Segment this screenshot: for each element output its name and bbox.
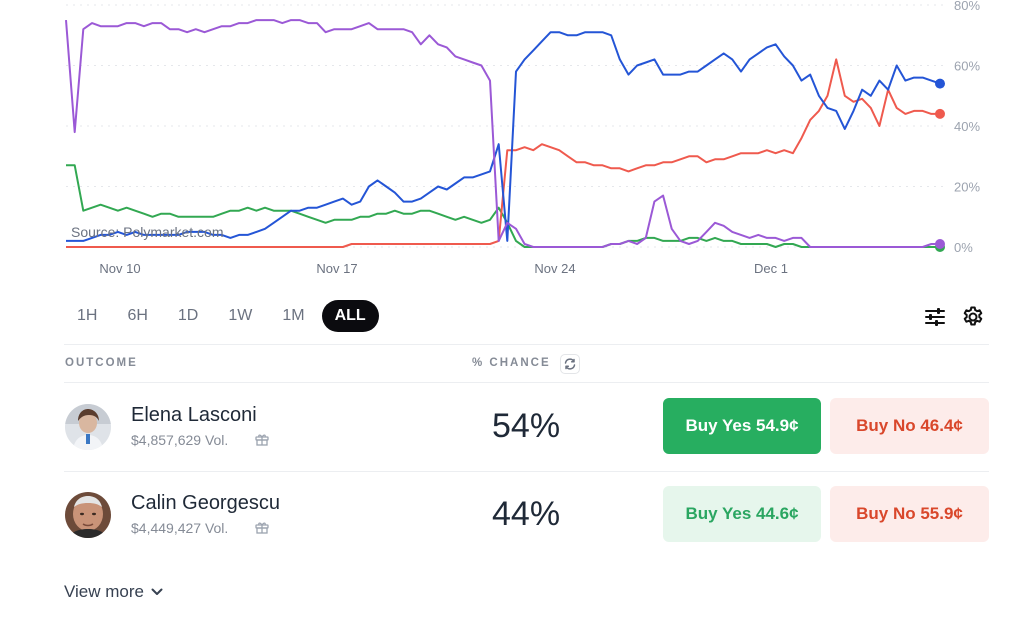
time-range-tabs: 1H 6H 1D 1W 1M ALL bbox=[64, 300, 379, 332]
buy-yes-button[interactable]: Buy Yes 54.9¢ bbox=[663, 398, 821, 454]
range-tab-1h[interactable]: 1H bbox=[77, 307, 98, 324]
x-tick-label: Nov 17 bbox=[316, 261, 357, 276]
chart-source-label: Source: Polymarket.com bbox=[71, 224, 224, 240]
buy-yes-button[interactable]: Buy Yes 44.6¢ bbox=[663, 486, 821, 542]
view-more-button[interactable]: View more bbox=[64, 580, 164, 604]
series-end-dot bbox=[935, 78, 945, 89]
y-tick-label: 0% bbox=[954, 240, 973, 255]
series-line bbox=[66, 31, 941, 242]
avatar bbox=[65, 492, 111, 538]
sliders-icon[interactable] bbox=[924, 306, 946, 328]
chevron-down-icon bbox=[151, 588, 163, 595]
buy-no-button[interactable]: Buy No 46.4¢ bbox=[830, 398, 989, 454]
candidate-volume: $4,449,427 Vol. bbox=[131, 520, 229, 536]
range-tab-1m[interactable]: 1M bbox=[282, 307, 305, 324]
range-tab-1w[interactable]: 1W bbox=[228, 307, 253, 324]
range-tab-1d[interactable]: 1D bbox=[177, 307, 199, 324]
x-tick-label: Nov 24 bbox=[534, 261, 575, 276]
range-tab-all[interactable]: ALL bbox=[321, 300, 379, 332]
outcome-column-header: OUTCOME bbox=[65, 357, 138, 369]
price-chart[interactable]: 80% 60% 40% 20% 0% Nov 10 Nov 17 Nov 24 Dec 1 S… bbox=[0, 0, 1024, 285]
y-tick-label: 40% bbox=[954, 119, 980, 134]
chart-svg: 80% 60% 40% 20% 0% Nov 10 Nov 17 Nov 24 Dec 1 S… bbox=[65, 0, 980, 276]
buy-no-button[interactable]: Buy No 55.9¢ bbox=[830, 486, 989, 542]
outcome-row-georgescu[interactable]: Calin Georgescu $4,449,427 Vol. 44% Buy … bbox=[64, 471, 989, 559]
divider bbox=[64, 471, 989, 472]
candidate-name[interactable]: Elena Lasconi bbox=[131, 404, 257, 426]
candidate-volume: $4,857,629 Vol. bbox=[131, 432, 229, 448]
x-tick-label: Dec 1 bbox=[754, 261, 788, 276]
refresh-icon[interactable] bbox=[560, 354, 580, 374]
gift-icon[interactable] bbox=[254, 431, 270, 447]
chance-value: 54% bbox=[492, 407, 561, 445]
chance-value: 44% bbox=[492, 495, 561, 533]
series-end-dot bbox=[935, 108, 945, 119]
y-tick-label: 20% bbox=[954, 180, 980, 195]
chance-column-header: % CHANCE bbox=[472, 357, 551, 369]
avatar bbox=[65, 404, 111, 450]
range-tab-6h[interactable]: 6H bbox=[127, 307, 148, 324]
series-end-dot bbox=[935, 238, 945, 249]
outcome-row-lasconi[interactable]: Elena Lasconi $4,857,629 Vol. 54% Buy Ye… bbox=[64, 383, 989, 471]
series-line bbox=[66, 58, 940, 248]
x-tick-label: Nov 10 bbox=[99, 261, 140, 276]
candidate-name[interactable]: Calin Georgescu bbox=[131, 492, 280, 514]
series-line bbox=[66, 164, 940, 248]
divider bbox=[64, 382, 989, 383]
y-tick-label: 60% bbox=[954, 59, 980, 74]
y-tick-label: 80% bbox=[954, 0, 980, 13]
gear-icon[interactable] bbox=[961, 305, 985, 329]
gift-icon[interactable] bbox=[254, 519, 270, 535]
divider bbox=[64, 344, 989, 345]
series-line bbox=[65, 19, 940, 248]
view-more-label: View more bbox=[64, 582, 144, 601]
